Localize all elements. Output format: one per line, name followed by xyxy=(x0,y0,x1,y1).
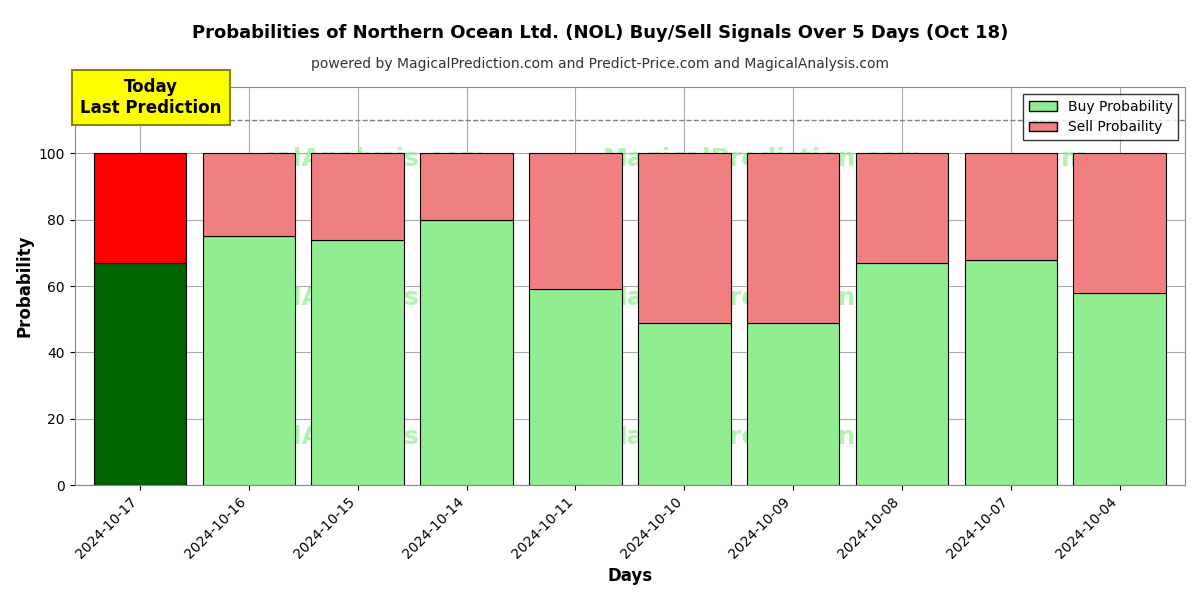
Text: calAnalysis.com: calAnalysis.com xyxy=(262,425,487,449)
Bar xyxy=(1074,293,1166,485)
Bar xyxy=(94,263,186,485)
Bar xyxy=(746,154,839,323)
Text: Today
Last Prediction: Today Last Prediction xyxy=(80,78,222,117)
Legend: Buy Probability, Sell Probaility: Buy Probability, Sell Probaility xyxy=(1024,94,1178,140)
Text: m: m xyxy=(1061,146,1087,170)
Bar xyxy=(94,154,186,263)
Text: MagicalPrediction.com: MagicalPrediction.com xyxy=(602,286,924,310)
Bar xyxy=(965,260,1057,485)
Bar xyxy=(203,236,295,485)
Text: MagicalPrediction.com: MagicalPrediction.com xyxy=(602,425,924,449)
X-axis label: Days: Days xyxy=(607,567,653,585)
Text: calAnalysis.com: calAnalysis.com xyxy=(262,146,487,170)
Bar xyxy=(420,220,512,485)
Bar xyxy=(529,289,622,485)
Bar xyxy=(312,154,404,239)
Bar xyxy=(856,263,948,485)
Text: calAnalysis.com: calAnalysis.com xyxy=(262,286,487,310)
Bar xyxy=(203,154,295,236)
Bar xyxy=(529,154,622,289)
Bar xyxy=(420,154,512,220)
Bar xyxy=(638,323,731,485)
Text: MagicalPrediction.com: MagicalPrediction.com xyxy=(602,146,924,170)
Text: Probabilities of Northern Ocean Ltd. (NOL) Buy/Sell Signals Over 5 Days (Oct 18): Probabilities of Northern Ocean Ltd. (NO… xyxy=(192,24,1008,42)
Bar xyxy=(638,154,731,323)
Text: powered by MagicalPrediction.com and Predict-Price.com and MagicalAnalysis.com: powered by MagicalPrediction.com and Pre… xyxy=(311,57,889,71)
Bar xyxy=(312,239,404,485)
Bar xyxy=(1074,154,1166,293)
Y-axis label: Probability: Probability xyxy=(16,235,34,337)
Bar xyxy=(746,323,839,485)
Bar xyxy=(965,154,1057,260)
Bar xyxy=(856,154,948,263)
